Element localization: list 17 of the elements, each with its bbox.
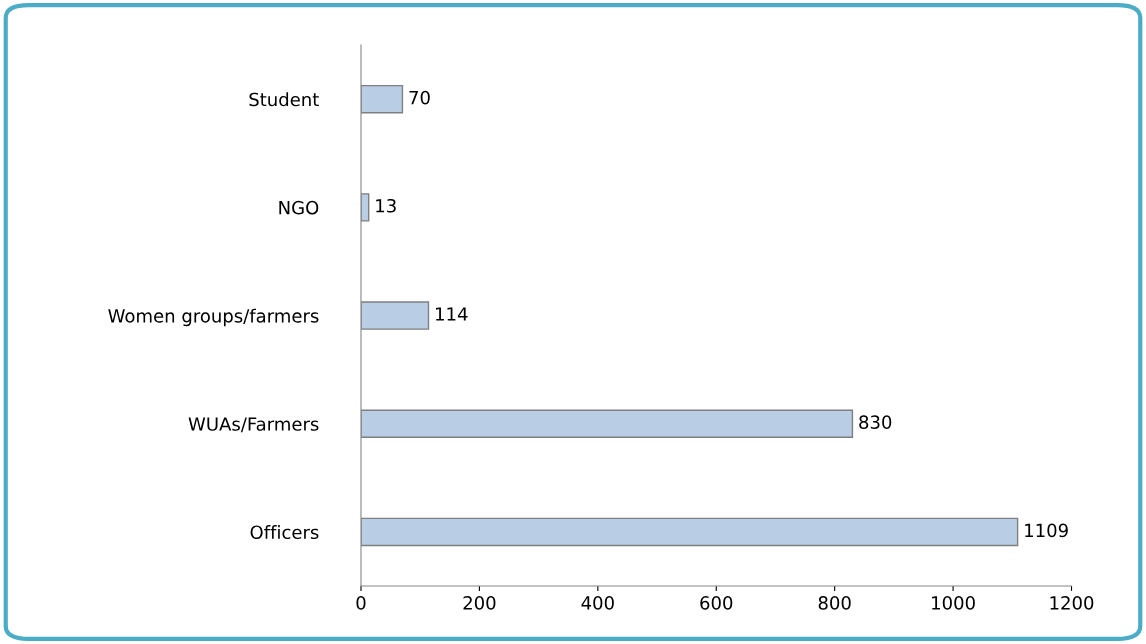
y-tick-label: Student [249,92,319,107]
data-label: 13 [376,198,396,213]
data-label: 70 [409,90,430,105]
x-tick-label: 1200 [1050,596,1094,610]
y-tick-label: NGO [279,200,319,215]
data-label: 830 [859,415,892,429]
data-label: 114 [436,307,468,321]
x-tick-label: 200 [463,596,496,610]
x-tick-label: 1000 [932,596,975,610]
x-tick-label: 800 [818,596,851,610]
y-tick-label: WUAs/Farmers [188,417,319,433]
y-tick-label: Women groups/farmers [108,308,319,327]
x-tick-label: 600 [700,596,733,610]
x-tick-label: 400 [581,596,614,610]
x-tick-label: 0 [356,596,366,610]
y-tick-label: Officers [250,525,319,540]
data-label: 1109 [1025,523,1068,538]
